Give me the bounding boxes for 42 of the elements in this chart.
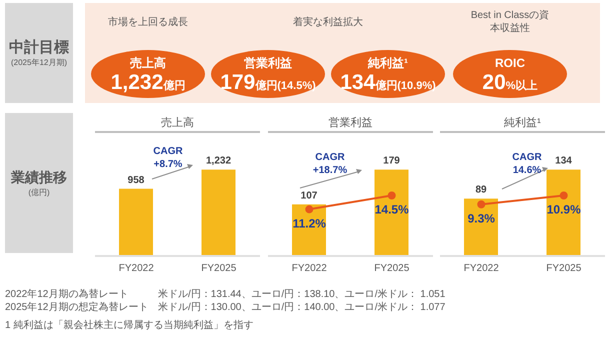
data-label: 10.9%	[546, 202, 582, 216]
annotation: CAGR +8.7%	[153, 146, 183, 170]
chart-title: 純利益¹	[440, 115, 605, 133]
text: Best in Classの資本収益性	[470, 9, 550, 35]
text: 営業利益	[244, 56, 292, 70]
x-tick-label: FY2025	[374, 263, 410, 274]
x-tick-label: FY2022	[118, 263, 154, 274]
text: 米ドル/円：130.00、ユーロ/円：140.00、ユーロ/米ドル： 1.077	[158, 300, 446, 314]
data-label: 14.5%	[374, 202, 410, 216]
text: 2025年12月期の想定為替レート	[5, 300, 148, 314]
text: 20%以上	[482, 70, 538, 94]
annotation: CAGR +18.7%	[312, 151, 348, 177]
x-tick-label: FY2025	[201, 263, 237, 274]
text: 179億円(14.5%)	[220, 70, 316, 94]
chart-title: 営業利益	[268, 115, 433, 133]
data-label: 134	[555, 156, 572, 167]
text: 純利益¹	[368, 56, 408, 70]
annotation: CAGR 14.6%	[512, 152, 542, 176]
text: ROIC	[495, 56, 525, 70]
text: 米ドル/円：131.44、ユーロ/円：138.10、ユーロ/米ドル： 1.051	[158, 288, 446, 301]
data-label: 958	[128, 174, 145, 186]
text: 売上高	[130, 56, 166, 70]
text: 1,232億円	[110, 70, 186, 94]
data-label: 11.2%	[292, 216, 326, 230]
x-tick-label: FY2025	[546, 263, 582, 274]
text: 中計目標	[9, 38, 69, 57]
text: 2022年12月期の為替レート	[5, 288, 128, 301]
text: 1 純利益は「親会社株主に帰属する当期純利益」を指す	[5, 318, 254, 332]
text: 134億円(10.9%)	[340, 70, 436, 94]
data-label: 107	[300, 190, 318, 202]
data-label: 179	[383, 156, 400, 167]
text: 着実な利益拡大	[292, 16, 364, 29]
text: (2025年12月期)	[10, 57, 68, 68]
text: 市場を上回る成長	[107, 16, 189, 29]
data-label: 1,232	[206, 156, 232, 167]
chart-title: 売上高	[95, 115, 260, 133]
text: (億円)	[28, 186, 50, 198]
x-tick-label: FY2022	[464, 263, 500, 274]
data-label: 9.3%	[468, 211, 496, 226]
x-tick-label: FY2022	[292, 263, 328, 274]
data-label: 89	[475, 184, 487, 196]
text: 業績推移	[11, 168, 67, 186]
